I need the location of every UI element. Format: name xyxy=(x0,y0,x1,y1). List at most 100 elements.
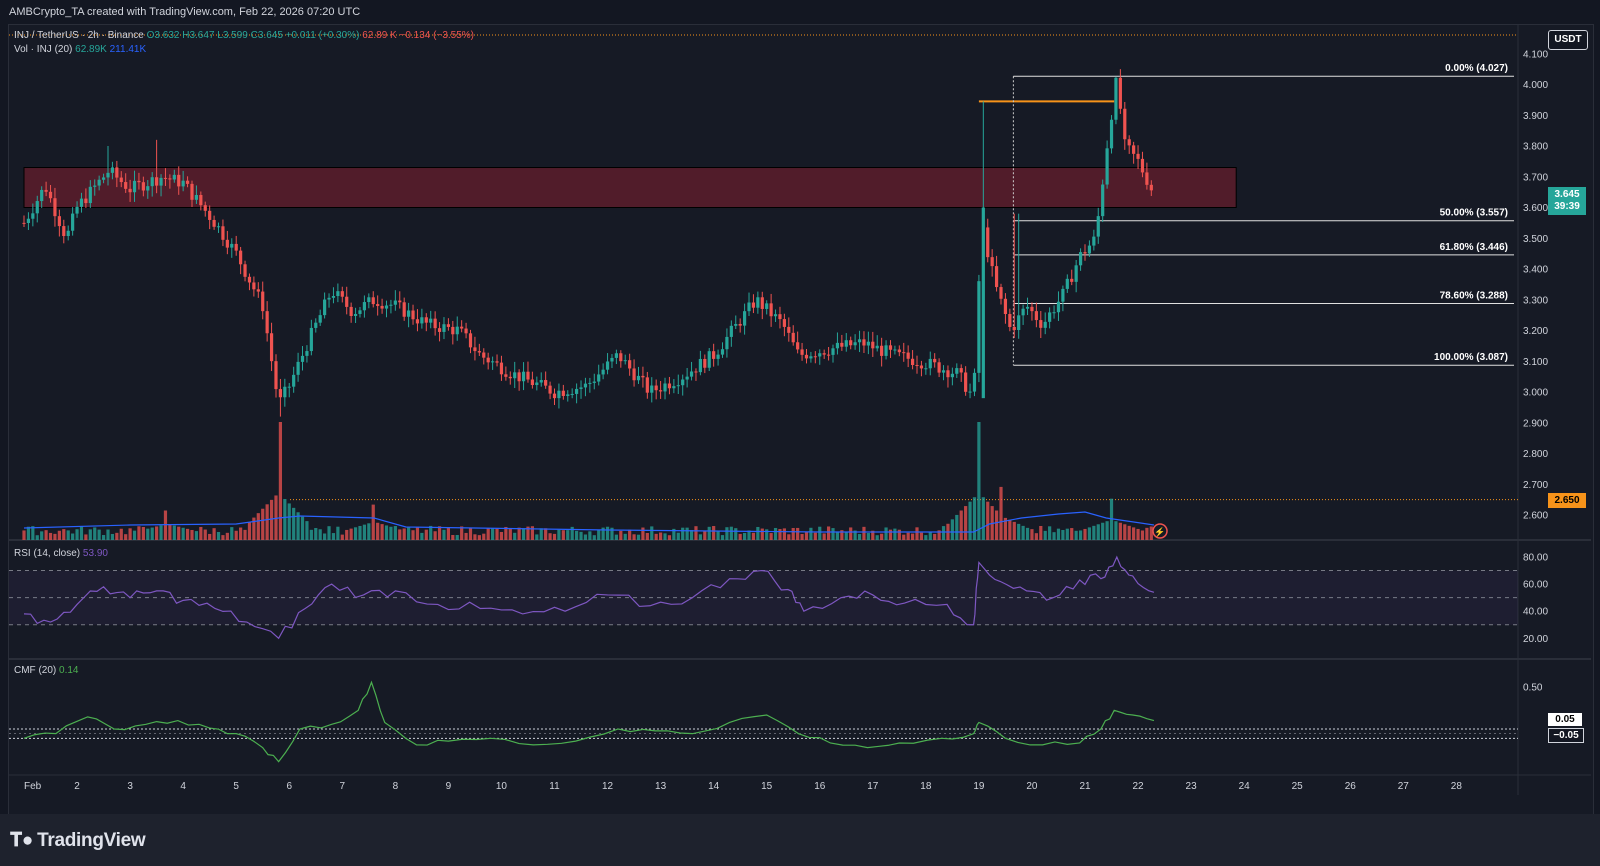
currency-button[interactable]: USDT xyxy=(1548,30,1588,50)
candle-body xyxy=(44,189,48,192)
candle-body xyxy=(513,372,517,379)
volume-ma-line xyxy=(23,511,1155,533)
volume-bar xyxy=(597,529,601,540)
candle-body xyxy=(345,296,349,307)
volume-label[interactable]: Vol · INJ (20) xyxy=(14,44,73,55)
volume-bar xyxy=(499,531,504,540)
legend-symbol[interactable]: INJ / TetherUS · 2h · Binance xyxy=(14,30,144,41)
rsi-value: 53.90 xyxy=(82,548,108,559)
candle-body xyxy=(517,372,521,382)
volume-bar xyxy=(809,527,813,540)
candle-body xyxy=(720,349,725,355)
legend-change: +0.011 (+0.30%) xyxy=(285,30,360,41)
main-legend: INJ / TetherUS · 2h · Binance O3.632 H3.… xyxy=(14,30,474,41)
cmf-lower-tag: −0.05 xyxy=(1548,728,1584,743)
watermark-text: AMBCrypto_TA created with TradingView.co… xyxy=(9,6,361,18)
volume-bar xyxy=(1127,525,1131,540)
volume-bar xyxy=(460,526,464,540)
volume-bar xyxy=(1012,521,1016,540)
time-axis-tick: 15 xyxy=(761,781,773,792)
candle-body xyxy=(247,276,252,283)
candle-body xyxy=(862,339,866,346)
footer-bar xyxy=(0,814,1600,866)
volume-bar xyxy=(517,527,521,540)
candle-body xyxy=(685,376,689,380)
candle-body xyxy=(477,351,481,353)
volume-bar xyxy=(146,528,150,540)
candle-body xyxy=(566,394,570,396)
candle-body xyxy=(650,385,654,393)
volume-bar xyxy=(950,519,954,540)
time-axis-tick: 11 xyxy=(549,781,560,792)
volume-bar xyxy=(592,535,596,540)
candle-body xyxy=(97,179,101,186)
candle-body xyxy=(535,382,539,386)
rsi-label[interactable]: RSI (14, close) xyxy=(14,548,81,559)
volume-bar xyxy=(570,526,574,540)
volume-bar xyxy=(1132,527,1136,540)
volume-bar xyxy=(340,534,344,540)
candle-body xyxy=(579,387,583,389)
candle-body xyxy=(256,289,260,292)
volume-bar xyxy=(747,530,751,540)
candle-body xyxy=(981,207,985,399)
time-axis-tick: 10 xyxy=(496,781,508,792)
tradingview-logo[interactable]: 𝐓● TradingView xyxy=(10,830,146,852)
candle-body xyxy=(106,172,110,178)
volume-bar xyxy=(1105,521,1109,540)
candle-body xyxy=(1003,298,1008,315)
candle-body xyxy=(146,186,150,191)
volume-bar xyxy=(689,529,694,540)
volume-bar xyxy=(756,526,760,540)
chart-frame[interactable] xyxy=(8,24,1594,816)
cmf-label[interactable]: CMF (20) xyxy=(14,665,57,676)
candle-body xyxy=(871,341,875,349)
candle-body xyxy=(968,391,972,393)
candle-body xyxy=(946,370,950,378)
replay-icon xyxy=(1152,523,1168,539)
candle-body xyxy=(115,167,119,178)
volume-bar xyxy=(57,530,61,540)
candle-body xyxy=(57,216,61,227)
candle-body xyxy=(398,300,402,303)
volume-bar xyxy=(972,497,977,540)
volume-bar xyxy=(1008,519,1012,540)
volume-bar xyxy=(981,497,985,540)
candle-body xyxy=(296,361,300,375)
candle-body xyxy=(526,371,530,380)
volume-bar xyxy=(62,529,66,540)
volume-bar xyxy=(835,531,840,540)
volume-bar xyxy=(446,527,450,540)
candle-body xyxy=(601,369,605,375)
candle-body xyxy=(384,305,389,309)
volume-bar xyxy=(1017,523,1021,540)
volume-bar xyxy=(880,533,884,540)
volume-bar xyxy=(71,533,75,540)
candle-body xyxy=(1078,252,1083,266)
volume-bar xyxy=(119,528,123,540)
volume-bar xyxy=(150,527,154,540)
candle-body xyxy=(283,386,287,398)
volume-bar xyxy=(650,526,654,540)
volume-bar xyxy=(75,529,79,540)
volume-bar xyxy=(504,526,508,540)
volume-bar xyxy=(742,532,747,540)
volume-bar xyxy=(327,526,331,540)
candle-body xyxy=(177,174,181,187)
candle-body xyxy=(742,311,747,326)
candle-body xyxy=(278,389,283,398)
volume-bar xyxy=(345,529,349,540)
time-axis-tick: 5 xyxy=(233,781,239,792)
volume-bar xyxy=(278,422,283,540)
candle-body xyxy=(933,358,937,363)
time-axis-tick: 13 xyxy=(655,781,667,792)
candle-body xyxy=(230,243,234,248)
time-axis-tick: Feb xyxy=(24,781,42,792)
volume-bar xyxy=(349,528,353,540)
candle-body xyxy=(888,345,893,350)
volume-bar xyxy=(659,532,663,540)
volume-bar xyxy=(628,529,632,540)
volume-bar xyxy=(884,527,888,540)
volume-bar xyxy=(486,528,490,540)
